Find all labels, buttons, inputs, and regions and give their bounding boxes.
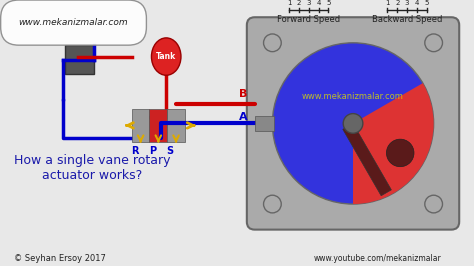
Text: 4: 4: [317, 1, 321, 6]
Circle shape: [273, 43, 434, 204]
Wedge shape: [353, 83, 434, 204]
Text: S: S: [166, 146, 173, 156]
Circle shape: [264, 195, 281, 213]
Text: 3: 3: [405, 1, 410, 6]
Text: 3: 3: [307, 1, 311, 6]
Text: B: B: [239, 89, 248, 99]
Text: 1: 1: [287, 1, 292, 6]
Text: www.mekanizmalar.com: www.mekanizmalar.com: [302, 92, 404, 101]
Text: 4: 4: [415, 1, 419, 6]
Text: 5: 5: [326, 1, 331, 6]
Text: www.youtube.com/mekanizmalar: www.youtube.com/mekanizmalar: [314, 254, 441, 263]
Text: www.mekanizmalar.com: www.mekanizmalar.com: [18, 18, 128, 27]
Text: 1: 1: [385, 1, 390, 6]
Circle shape: [264, 34, 281, 52]
Text: How a single vane rotary
actuator works?: How a single vane rotary actuator works?: [14, 154, 170, 182]
Text: 2: 2: [297, 1, 301, 6]
Bar: [255, 115, 274, 131]
Circle shape: [386, 139, 414, 167]
Circle shape: [343, 114, 363, 133]
Bar: [167, 109, 185, 142]
FancyBboxPatch shape: [247, 17, 459, 230]
Text: 5: 5: [425, 1, 429, 6]
Text: A: A: [239, 113, 248, 122]
Text: Backward Speed: Backward Speed: [372, 15, 442, 24]
Bar: [149, 109, 167, 142]
Text: © Seyhan Ersoy 2017: © Seyhan Ersoy 2017: [14, 254, 106, 263]
Text: 2: 2: [395, 1, 400, 6]
Circle shape: [425, 195, 443, 213]
Text: Forward Speed: Forward Speed: [277, 15, 340, 24]
Bar: [65, 45, 94, 74]
Text: P: P: [149, 146, 156, 156]
Bar: [132, 109, 149, 142]
Text: Tank: Tank: [156, 52, 176, 61]
Circle shape: [425, 34, 443, 52]
Polygon shape: [343, 123, 392, 196]
Text: R: R: [131, 146, 138, 156]
Ellipse shape: [152, 38, 181, 75]
